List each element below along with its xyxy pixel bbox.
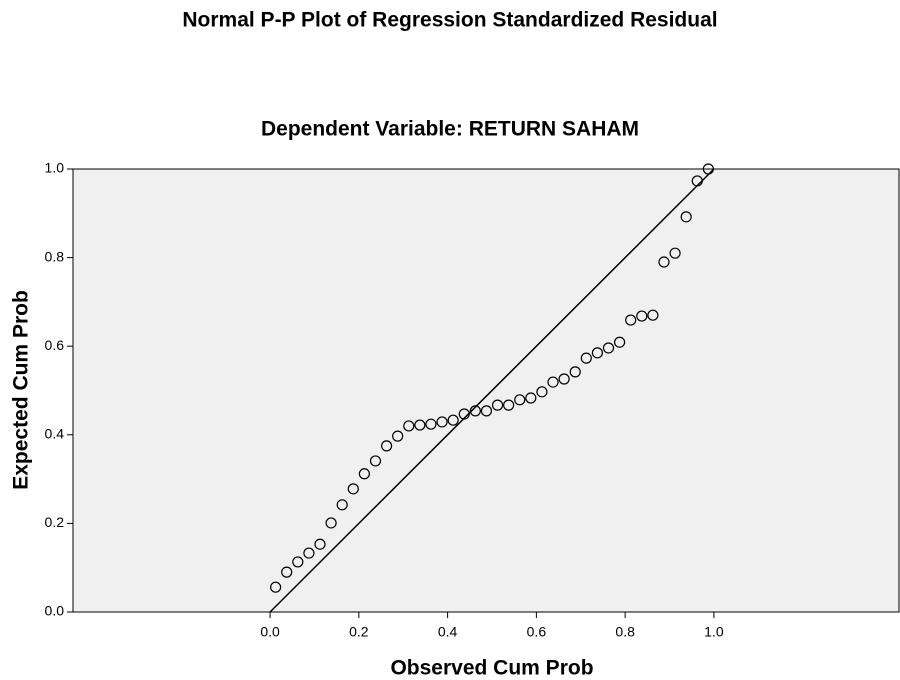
point	[436, 416, 448, 428]
point	[480, 405, 493, 417]
y-tick-label: 0.6	[45, 337, 65, 353]
point	[292, 556, 304, 568]
y-axis-label: Expected Cum Prob	[10, 290, 33, 490]
y-tick-label: 0.0	[45, 603, 65, 619]
point	[525, 392, 537, 404]
point	[303, 547, 315, 559]
x-tick-label: 1.0	[704, 624, 724, 640]
point	[514, 394, 526, 406]
point	[380, 440, 393, 452]
point	[647, 309, 659, 321]
point	[669, 247, 681, 259]
x-tick-label: 0.8	[615, 624, 635, 640]
point	[625, 314, 637, 326]
point	[547, 376, 559, 388]
point	[491, 399, 504, 411]
point	[602, 342, 615, 354]
point	[691, 175, 703, 187]
point	[458, 408, 470, 420]
y-tick-label: 1.0	[45, 160, 65, 176]
chart-subtitle: Dependent Variable: RETURN SAHAM	[261, 118, 639, 141]
point	[580, 352, 592, 364]
point	[392, 430, 404, 442]
point	[503, 399, 515, 411]
y-tick-label: 0.2	[45, 514, 65, 530]
point	[569, 366, 581, 378]
x-tick-label: 0.4	[438, 624, 458, 640]
reference-line	[269, 168, 715, 613]
x-tick-label: 0.6	[527, 624, 547, 640]
plot-area	[72, 168, 900, 613]
point	[403, 420, 415, 432]
point	[558, 373, 570, 385]
point	[658, 256, 670, 268]
x-axis-label: Observed Cum Prob	[390, 657, 593, 680]
x-tick-label: 0.0	[260, 624, 280, 640]
x-tick-label: 0.2	[349, 624, 369, 640]
chart-title: Normal P-P Plot of Regression Standardiz…	[182, 9, 717, 32]
point	[325, 517, 337, 529]
point	[358, 468, 370, 480]
point	[369, 455, 382, 467]
y-tick-label: 0.4	[45, 426, 65, 442]
point	[270, 581, 282, 593]
point	[347, 483, 359, 495]
point	[702, 163, 714, 175]
point	[414, 419, 426, 431]
point	[336, 499, 348, 511]
point	[636, 310, 648, 322]
point	[281, 566, 293, 578]
point	[447, 414, 459, 426]
point	[613, 336, 626, 348]
y-tick-label: 0.8	[45, 248, 65, 264]
point	[536, 386, 548, 398]
point	[680, 211, 692, 223]
point	[425, 418, 437, 430]
point	[314, 538, 326, 550]
point	[469, 405, 481, 417]
point	[591, 347, 604, 359]
